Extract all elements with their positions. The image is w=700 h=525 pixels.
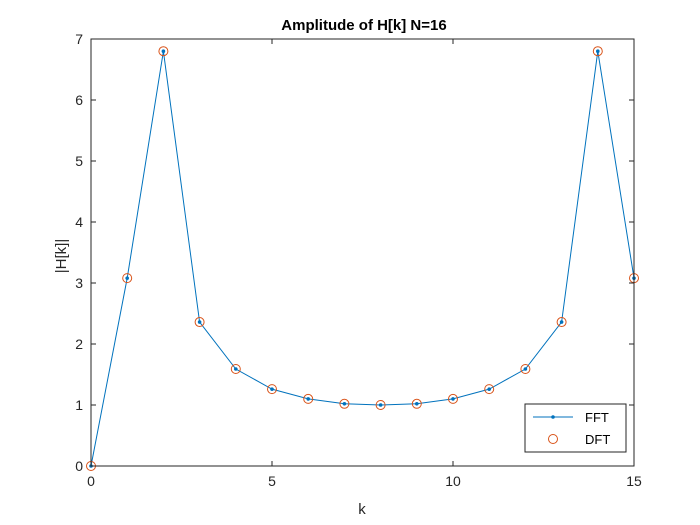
fft-data-point bbox=[270, 387, 274, 391]
dft-data-point bbox=[267, 384, 277, 395]
y-axis-label: |H[k]| bbox=[53, 239, 70, 273]
chart-title: Amplitude of H[k] N=16 bbox=[281, 17, 446, 34]
x-tick-label: 15 bbox=[626, 473, 642, 489]
dft-data-point bbox=[592, 46, 603, 57]
x-tick-label: 10 bbox=[445, 473, 461, 489]
dft-data-point bbox=[411, 398, 422, 409]
dft-data-point bbox=[484, 384, 495, 395]
y-tick-label: 4 bbox=[75, 214, 83, 230]
fft-data-point bbox=[596, 49, 600, 53]
axes-box bbox=[90, 38, 635, 467]
dft-data-point bbox=[122, 273, 133, 284]
legend-label: FFT bbox=[585, 410, 609, 425]
legend-box bbox=[524, 403, 627, 453]
fft-data-point bbox=[451, 397, 455, 401]
dft-data-point bbox=[556, 317, 567, 328]
legend: FFT DFT bbox=[524, 403, 627, 453]
dft-data-point bbox=[520, 364, 531, 375]
series-layer bbox=[86, 46, 639, 471]
fft-data-point bbox=[415, 401, 419, 406]
y-tick-label: 2 bbox=[75, 336, 83, 352]
x-tick-label: 5 bbox=[268, 473, 276, 489]
dft-data-point bbox=[230, 364, 241, 375]
x-tick-label: 0 bbox=[87, 473, 95, 489]
y-tick-label: 1 bbox=[75, 397, 83, 413]
y-tick-label: 7 bbox=[75, 31, 83, 47]
legend-fft-marker bbox=[551, 415, 555, 419]
fft-data-point bbox=[234, 367, 238, 371]
plot-background bbox=[91, 39, 634, 466]
dft-data-point bbox=[448, 393, 458, 404]
x-axis-label: k bbox=[358, 501, 366, 518]
fft-data-point bbox=[559, 320, 564, 324]
fft-data-point bbox=[523, 367, 528, 371]
fft-data-point bbox=[306, 397, 311, 401]
fft-data-point bbox=[378, 403, 383, 407]
fft-data-point bbox=[487, 387, 492, 391]
axes-layer: 0 5 10 15 0 1 2 3 4 5 6 7 bbox=[75, 31, 642, 489]
y-tick-label: 0 bbox=[75, 458, 83, 474]
y-tick-label: 3 bbox=[75, 275, 83, 291]
fft-data-point bbox=[125, 276, 129, 280]
dft-data-point bbox=[158, 46, 169, 57]
dft-data-point bbox=[375, 400, 386, 410]
y-tick-label: 6 bbox=[75, 92, 83, 108]
dft-data-point bbox=[194, 317, 205, 328]
y-tick-label: 5 bbox=[75, 153, 83, 169]
fft-data-point bbox=[342, 401, 347, 406]
fft-data-point bbox=[161, 49, 166, 53]
legend-label: DFT bbox=[585, 432, 610, 447]
dft-data-point bbox=[339, 398, 350, 409]
fft-data-point bbox=[197, 320, 202, 324]
legend-dft-marker bbox=[548, 434, 558, 444]
plot-area bbox=[91, 39, 634, 466]
fft-series-line bbox=[90, 51, 635, 467]
dft-data-point bbox=[303, 393, 314, 404]
